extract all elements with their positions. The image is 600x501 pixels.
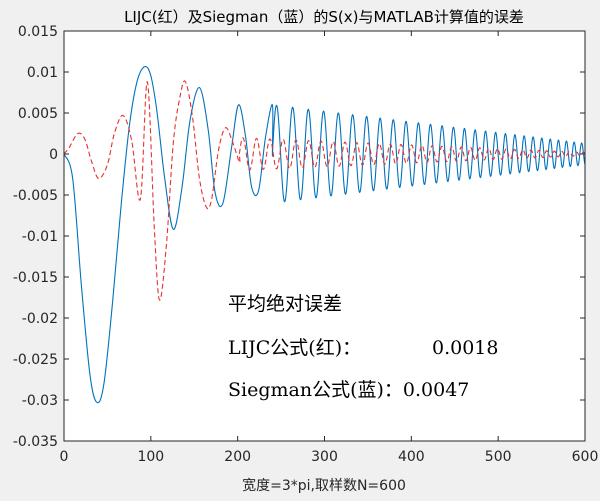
axes-background [64,31,585,441]
series-lines [64,66,585,404]
y-tick-label: -0.01 [22,229,58,245]
chart-title: LIJC(红）及Siegman（蓝）的S(x)与MATLAB计算值的误差 [124,8,524,26]
x-tick-label: 400 [398,449,425,465]
annotation-mean-abs-error: 平均绝对误差 [228,293,342,315]
y-tick-label: 0.015 [18,24,58,40]
x-tick-label: 200 [224,449,251,465]
ticks: 0 100 200 300 400 500 600 0.015 0.01 0.005 0 -0.005… [13,24,599,465]
annotation-lijc-label: LIJC公式(红)： [228,337,361,359]
y-tick-label: 0 [49,147,58,163]
y-tick-label: -0.015 [13,270,58,286]
axes-box [63,30,586,442]
y-tick-label: 0.005 [18,106,58,122]
y-tick-label: -0.005 [13,188,58,204]
y-tick-label: -0.035 [13,434,58,450]
x-axis-label: 宽度=3*pi,取样数N=600 [242,477,406,494]
annotation-lijc-value: 0.0018 [432,337,498,359]
annotation-siegman: Siegman公式(蓝)：0.0047 [228,379,469,401]
x-tick-label: 600 [572,449,599,465]
y-tick-label: -0.025 [13,352,58,368]
series-line-siegman [64,66,585,404]
x-tick-label: 0 [60,449,69,465]
x-tick-label: 500 [485,449,512,465]
y-tick-label: -0.03 [22,393,58,409]
y-tick-label: -0.02 [22,311,58,327]
x-tick-label: 100 [137,449,164,465]
y-tick-label: 0.01 [27,65,58,81]
series-line-lijc [64,80,585,301]
x-tick-label: 300 [311,449,338,465]
